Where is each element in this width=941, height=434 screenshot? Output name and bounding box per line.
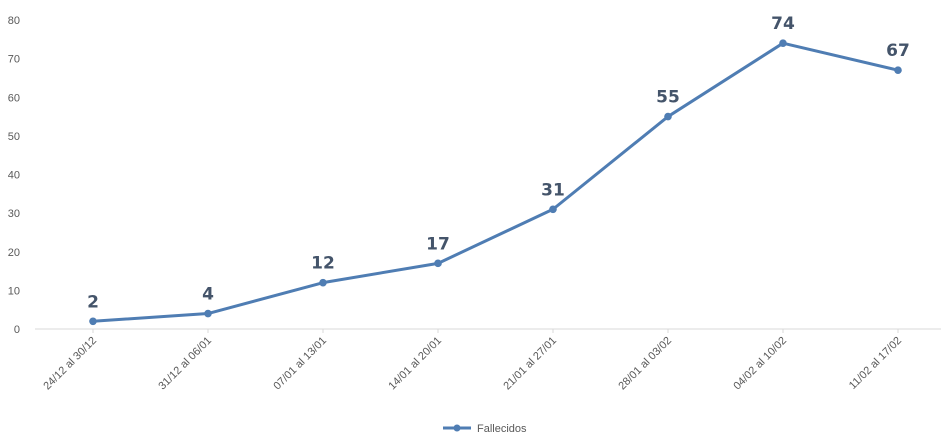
x-tick-label: 31/12 al 06/01 bbox=[156, 335, 214, 393]
x-tick-label: 21/01 al 27/01 bbox=[501, 335, 559, 393]
data-point bbox=[664, 112, 672, 121]
data-label: 55 bbox=[656, 88, 680, 108]
data-label: 67 bbox=[886, 41, 910, 61]
legend-label: Fallecidos bbox=[477, 423, 527, 434]
data-label: 2 bbox=[87, 292, 99, 312]
x-tick-label: 11/02 al 17/02 bbox=[847, 335, 904, 392]
data-label: 17 bbox=[426, 234, 450, 254]
data-point bbox=[204, 309, 212, 318]
legend: Fallecidos bbox=[443, 423, 527, 434]
data-labels: 2 4 12 17 31 55 74 67 bbox=[87, 14, 910, 312]
series-line-fallecidos bbox=[91, 41, 900, 323]
data-point bbox=[549, 205, 557, 214]
y-tick-label: 50 bbox=[8, 131, 20, 143]
data-point bbox=[89, 317, 97, 326]
x-tick-label: 07/01 al 13/01 bbox=[271, 335, 329, 393]
data-point bbox=[434, 259, 442, 268]
y-tick-label: 10 bbox=[8, 285, 20, 297]
y-tick-label: 40 bbox=[8, 170, 20, 182]
y-tick-label: 20 bbox=[8, 247, 20, 259]
data-point bbox=[779, 39, 787, 47]
y-tick-label: 80 bbox=[8, 15, 20, 27]
x-tick-label: 24/12 al 30/12 bbox=[41, 335, 99, 393]
x-axis: 24/12 al 30/12 31/12 al 06/01 07/01 al 13/… bbox=[41, 329, 904, 392]
y-tick-label: 60 bbox=[8, 92, 20, 104]
data-point bbox=[319, 278, 327, 287]
x-tick-label: 04/02 al 10/02 bbox=[731, 335, 789, 393]
data-point bbox=[894, 66, 902, 75]
y-tick-label: 70 bbox=[8, 54, 20, 66]
data-label: 74 bbox=[771, 14, 795, 34]
y-tick-label: 0 bbox=[14, 324, 20, 336]
data-label: 31 bbox=[541, 180, 565, 200]
y-axis: 0 10 20 30 40 50 60 70 80 bbox=[8, 15, 20, 336]
data-label: 4 bbox=[202, 285, 214, 305]
series-layer bbox=[89, 39, 902, 326]
data-label: 12 bbox=[311, 254, 335, 274]
x-tick-label: 28/01 al 03/02 bbox=[616, 335, 674, 393]
x-tick-label: 14/01 al 20/01 bbox=[386, 335, 444, 393]
legend-point-marker bbox=[453, 424, 461, 432]
y-tick-label: 30 bbox=[8, 208, 20, 220]
